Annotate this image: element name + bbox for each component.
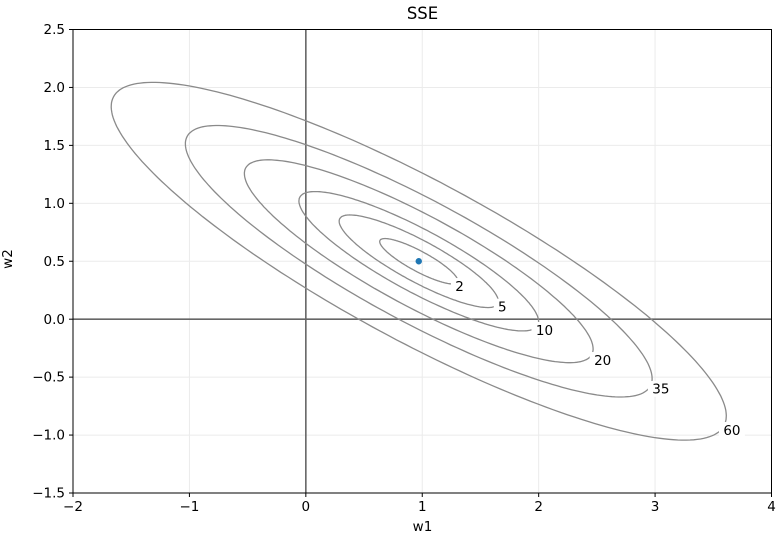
y-tick-label: −1.5 <box>32 486 65 502</box>
y-tick-label: −1.0 <box>32 428 65 444</box>
y-tick-label: 1.0 <box>44 196 65 212</box>
minimum-point <box>415 258 422 265</box>
y-tick-label: 1.5 <box>44 138 65 154</box>
chart-title: SSE <box>406 4 439 23</box>
contour-label-60: 60 <box>723 423 740 439</box>
contour-line-35 <box>184 124 653 398</box>
contour-label-box <box>718 421 745 438</box>
x-tick-label: −1 <box>179 499 199 515</box>
contour-label-5: 5 <box>498 299 507 315</box>
x-tick-label: 0 <box>302 499 311 515</box>
grid-lines <box>72 29 772 494</box>
contour-label-box <box>589 351 616 368</box>
contour-label-35: 35 <box>652 382 669 398</box>
y-tick-label: −0.5 <box>32 370 65 386</box>
x-tick-label: 2 <box>534 499 543 515</box>
contour-label-20: 20 <box>594 353 611 369</box>
x-tick-label: 4 <box>767 499 776 515</box>
contour-line-20 <box>243 159 594 364</box>
contour-line-5 <box>338 214 500 309</box>
contour-line-60 <box>110 81 727 441</box>
contour-label-box <box>493 298 511 315</box>
y-tick-label: 0.0 <box>44 312 65 328</box>
axis-ticks <box>69 29 772 497</box>
y-tick-label: 0.5 <box>44 254 65 270</box>
contour-label-10: 10 <box>536 323 553 339</box>
x-axis-label: w1 <box>412 519 433 535</box>
x-tick-label: 3 <box>651 499 660 515</box>
y-tick-label: 2.0 <box>44 80 65 96</box>
contour-line-2 <box>379 237 459 285</box>
contour-label-box <box>647 380 674 397</box>
contour-lines <box>110 81 727 441</box>
contour-label-box <box>451 278 469 295</box>
contour-label-2: 2 <box>455 279 464 295</box>
x-tick-label: 1 <box>418 499 427 515</box>
contour-labels: 2 5 10 20 35 60 <box>451 278 745 439</box>
x-tick-label: −2 <box>63 499 83 515</box>
contour-line-10 <box>298 190 540 332</box>
contour-label-box <box>531 321 558 338</box>
y-tick-label: 2.5 <box>44 22 65 38</box>
tick-labels: −2 −1 0 1 2 3 4 −1.5 −1.0 −0.5 0.0 0.5 1.0 1.5 2.0 2.5 <box>32 22 776 515</box>
